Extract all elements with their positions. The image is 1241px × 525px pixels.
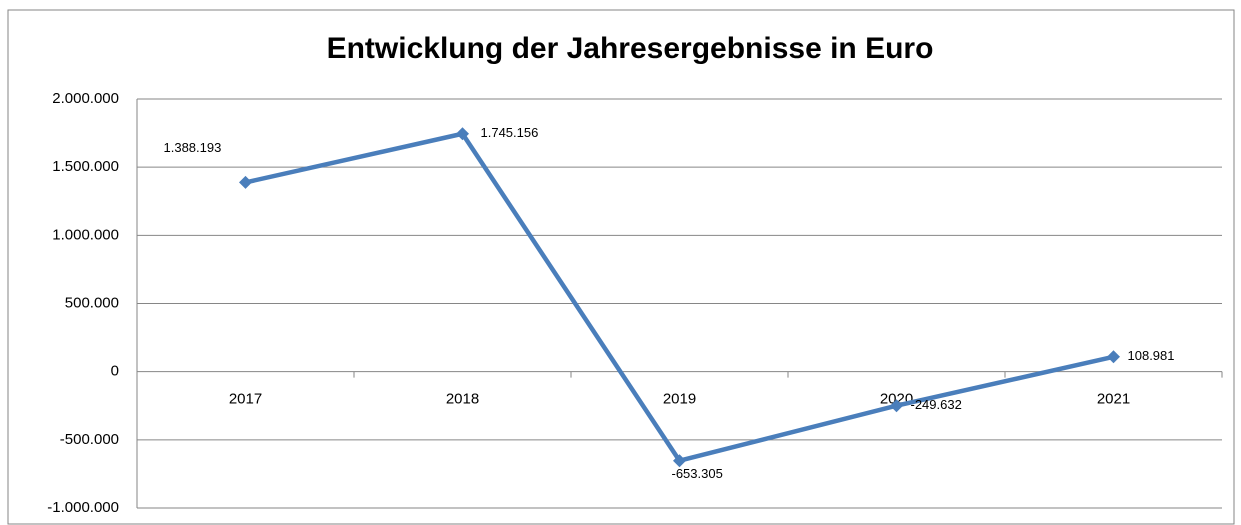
data-label: 1.745.156: [481, 125, 539, 140]
marker: [673, 454, 686, 468]
marker: [239, 175, 252, 189]
x-tick-label: 2018: [446, 391, 479, 408]
marker: [890, 399, 903, 413]
y-tick-label: -500.000: [60, 431, 119, 448]
data-label: 1.388.193: [164, 140, 222, 155]
y-tick-label: 2.000.000: [52, 90, 119, 107]
y-tick-label: 1.000.000: [52, 226, 119, 243]
y-tick-label: 500.000: [65, 294, 119, 311]
x-tick-label: 2017: [229, 391, 262, 408]
y-tick-label: 0: [111, 363, 119, 380]
y-tick-label: -1.000.000: [47, 499, 119, 516]
x-tick-label: 2019: [663, 391, 696, 408]
y-tick-label: 1.500.000: [52, 158, 119, 175]
data-label: -249.632: [911, 397, 962, 412]
x-tick-label: 2021: [1097, 391, 1130, 408]
chart-title: Entwicklung der Jahresergebnisse in Euro: [327, 32, 934, 65]
chart-frame: [7, 9, 1235, 525]
marker: [1107, 350, 1120, 364]
data-label: 108.981: [1128, 348, 1175, 363]
marker: [456, 127, 469, 141]
data-label: -653.305: [672, 466, 723, 481]
